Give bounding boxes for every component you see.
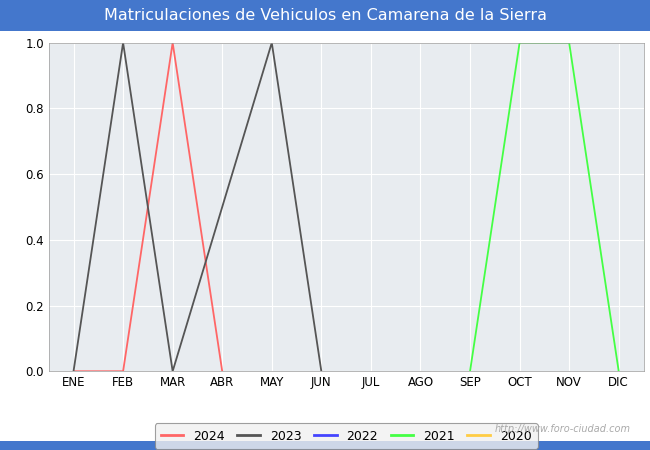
Text: http://www.foro-ciudad.com: http://www.foro-ciudad.com	[495, 424, 630, 434]
Text: Matriculaciones de Vehiculos en Camarena de la Sierra: Matriculaciones de Vehiculos en Camarena…	[103, 8, 547, 23]
Legend: 2024, 2023, 2022, 2021, 2020: 2024, 2023, 2022, 2021, 2020	[155, 423, 538, 449]
